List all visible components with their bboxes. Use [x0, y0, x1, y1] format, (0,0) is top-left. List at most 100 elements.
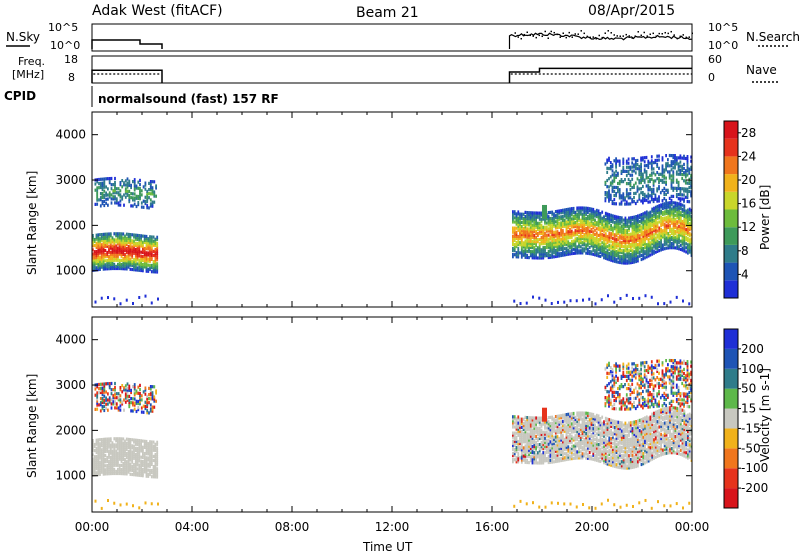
- velocity-cell: [533, 445, 536, 449]
- power-cell: [640, 176, 642, 181]
- power-cell: [611, 181, 614, 185]
- velocity-cell: [107, 408, 109, 412]
- velocity-cell: [558, 436, 561, 440]
- power-cell: [142, 244, 144, 248]
- power-cell: [148, 206, 150, 210]
- power-cell: [570, 239, 573, 243]
- velocity-cell: [533, 447, 536, 451]
- velocity-cell: [104, 443, 107, 447]
- velocity-cell: [137, 391, 140, 395]
- power-cell: [628, 255, 630, 259]
- power-cell: [638, 236, 641, 240]
- power-cell: [590, 209, 593, 213]
- velocity-cell: [144, 406, 147, 411]
- velocity-cell: [145, 474, 148, 478]
- power-cell: [517, 210, 520, 214]
- velocity-cell: [563, 415, 566, 419]
- power-cell: [519, 220, 521, 224]
- velocity-cell: [117, 471, 119, 476]
- power-cell: [540, 252, 543, 256]
- velocity-cell: [554, 437, 557, 441]
- power-cell: [513, 238, 516, 242]
- power-cell: [610, 217, 612, 221]
- power-cell: [669, 223, 671, 227]
- velocity-cell: [565, 437, 568, 441]
- velocity-cell: [570, 448, 573, 452]
- velocity-cell: [111, 463, 114, 467]
- velocity-cell: [513, 417, 516, 421]
- velocity-cell: [556, 422, 559, 427]
- velocity-cell: [535, 461, 537, 465]
- power-cell: [651, 250, 654, 254]
- power-cell: [554, 250, 557, 255]
- power-cell: [590, 238, 593, 242]
- power-cell: [661, 168, 664, 172]
- power-cell: [649, 224, 652, 229]
- power-cell: [629, 173, 632, 177]
- velocity-cell: [517, 448, 520, 452]
- power-cell: [517, 236, 520, 241]
- power-cell: [152, 264, 155, 268]
- power-cell: [110, 183, 113, 187]
- velocity-cell: [528, 454, 530, 459]
- power-cell: [594, 253, 596, 257]
- velocity-cell: [127, 437, 130, 441]
- power-cell: [629, 202, 632, 206]
- velocity-cell: [147, 462, 150, 466]
- power-cell: [615, 219, 618, 223]
- velocity-cell: [100, 462, 103, 466]
- power-cell: [535, 215, 537, 219]
- power-cell: [99, 249, 101, 253]
- power-cell: [540, 229, 543, 233]
- power-cell: [101, 191, 104, 195]
- power-cell: [669, 227, 671, 231]
- power-cell: [675, 162, 678, 166]
- power-cell: [640, 233, 643, 237]
- power-cell: [644, 227, 646, 231]
- velocity-cell: [138, 447, 141, 451]
- power-cell: [574, 241, 577, 245]
- power-cell: [683, 220, 686, 224]
- velocity-cell: [578, 417, 580, 421]
- velocity-cell: [149, 409, 152, 413]
- power-cell: [681, 248, 684, 252]
- power-cell: [585, 223, 587, 227]
- velocity-cell: [556, 459, 559, 463]
- power-cell: [653, 220, 655, 225]
- power-cell: [618, 188, 621, 192]
- power-cell: [674, 164, 676, 168]
- power-cell: [612, 218, 614, 222]
- power-cell: [120, 236, 123, 240]
- power-cell: [612, 253, 614, 257]
- power-cell: [588, 239, 591, 243]
- velocity-cell: [556, 416, 559, 420]
- velocity-cell: [554, 457, 557, 462]
- velocity-cell: [556, 453, 559, 457]
- power-cell: [125, 298, 128, 302]
- power-cell: [690, 167, 692, 171]
- power-cell: [535, 238, 537, 242]
- velocity-cell: [567, 424, 570, 429]
- power-cell: [537, 246, 539, 250]
- power-cell: [668, 164, 671, 168]
- power-cell: [124, 261, 126, 265]
- power-cell: [645, 174, 648, 178]
- power-cell: [601, 228, 604, 233]
- power-cell: [138, 238, 141, 242]
- power-cell: [672, 188, 675, 192]
- velocity-cell: [145, 443, 148, 448]
- velocity-cell: [127, 462, 130, 466]
- power-cell: [644, 221, 646, 225]
- power-cell: [540, 248, 543, 252]
- power-cell: [112, 189, 115, 193]
- power-cell: [683, 204, 686, 208]
- power-cell: [633, 185, 635, 189]
- power-cell: [644, 235, 646, 239]
- power-cell: [663, 226, 666, 230]
- velocity-cell: [131, 450, 134, 454]
- power-cell: [533, 211, 536, 215]
- power-cell: [151, 180, 154, 184]
- power-cell: [643, 160, 646, 164]
- power-cell: [618, 194, 621, 198]
- velocity-cell: [122, 463, 125, 468]
